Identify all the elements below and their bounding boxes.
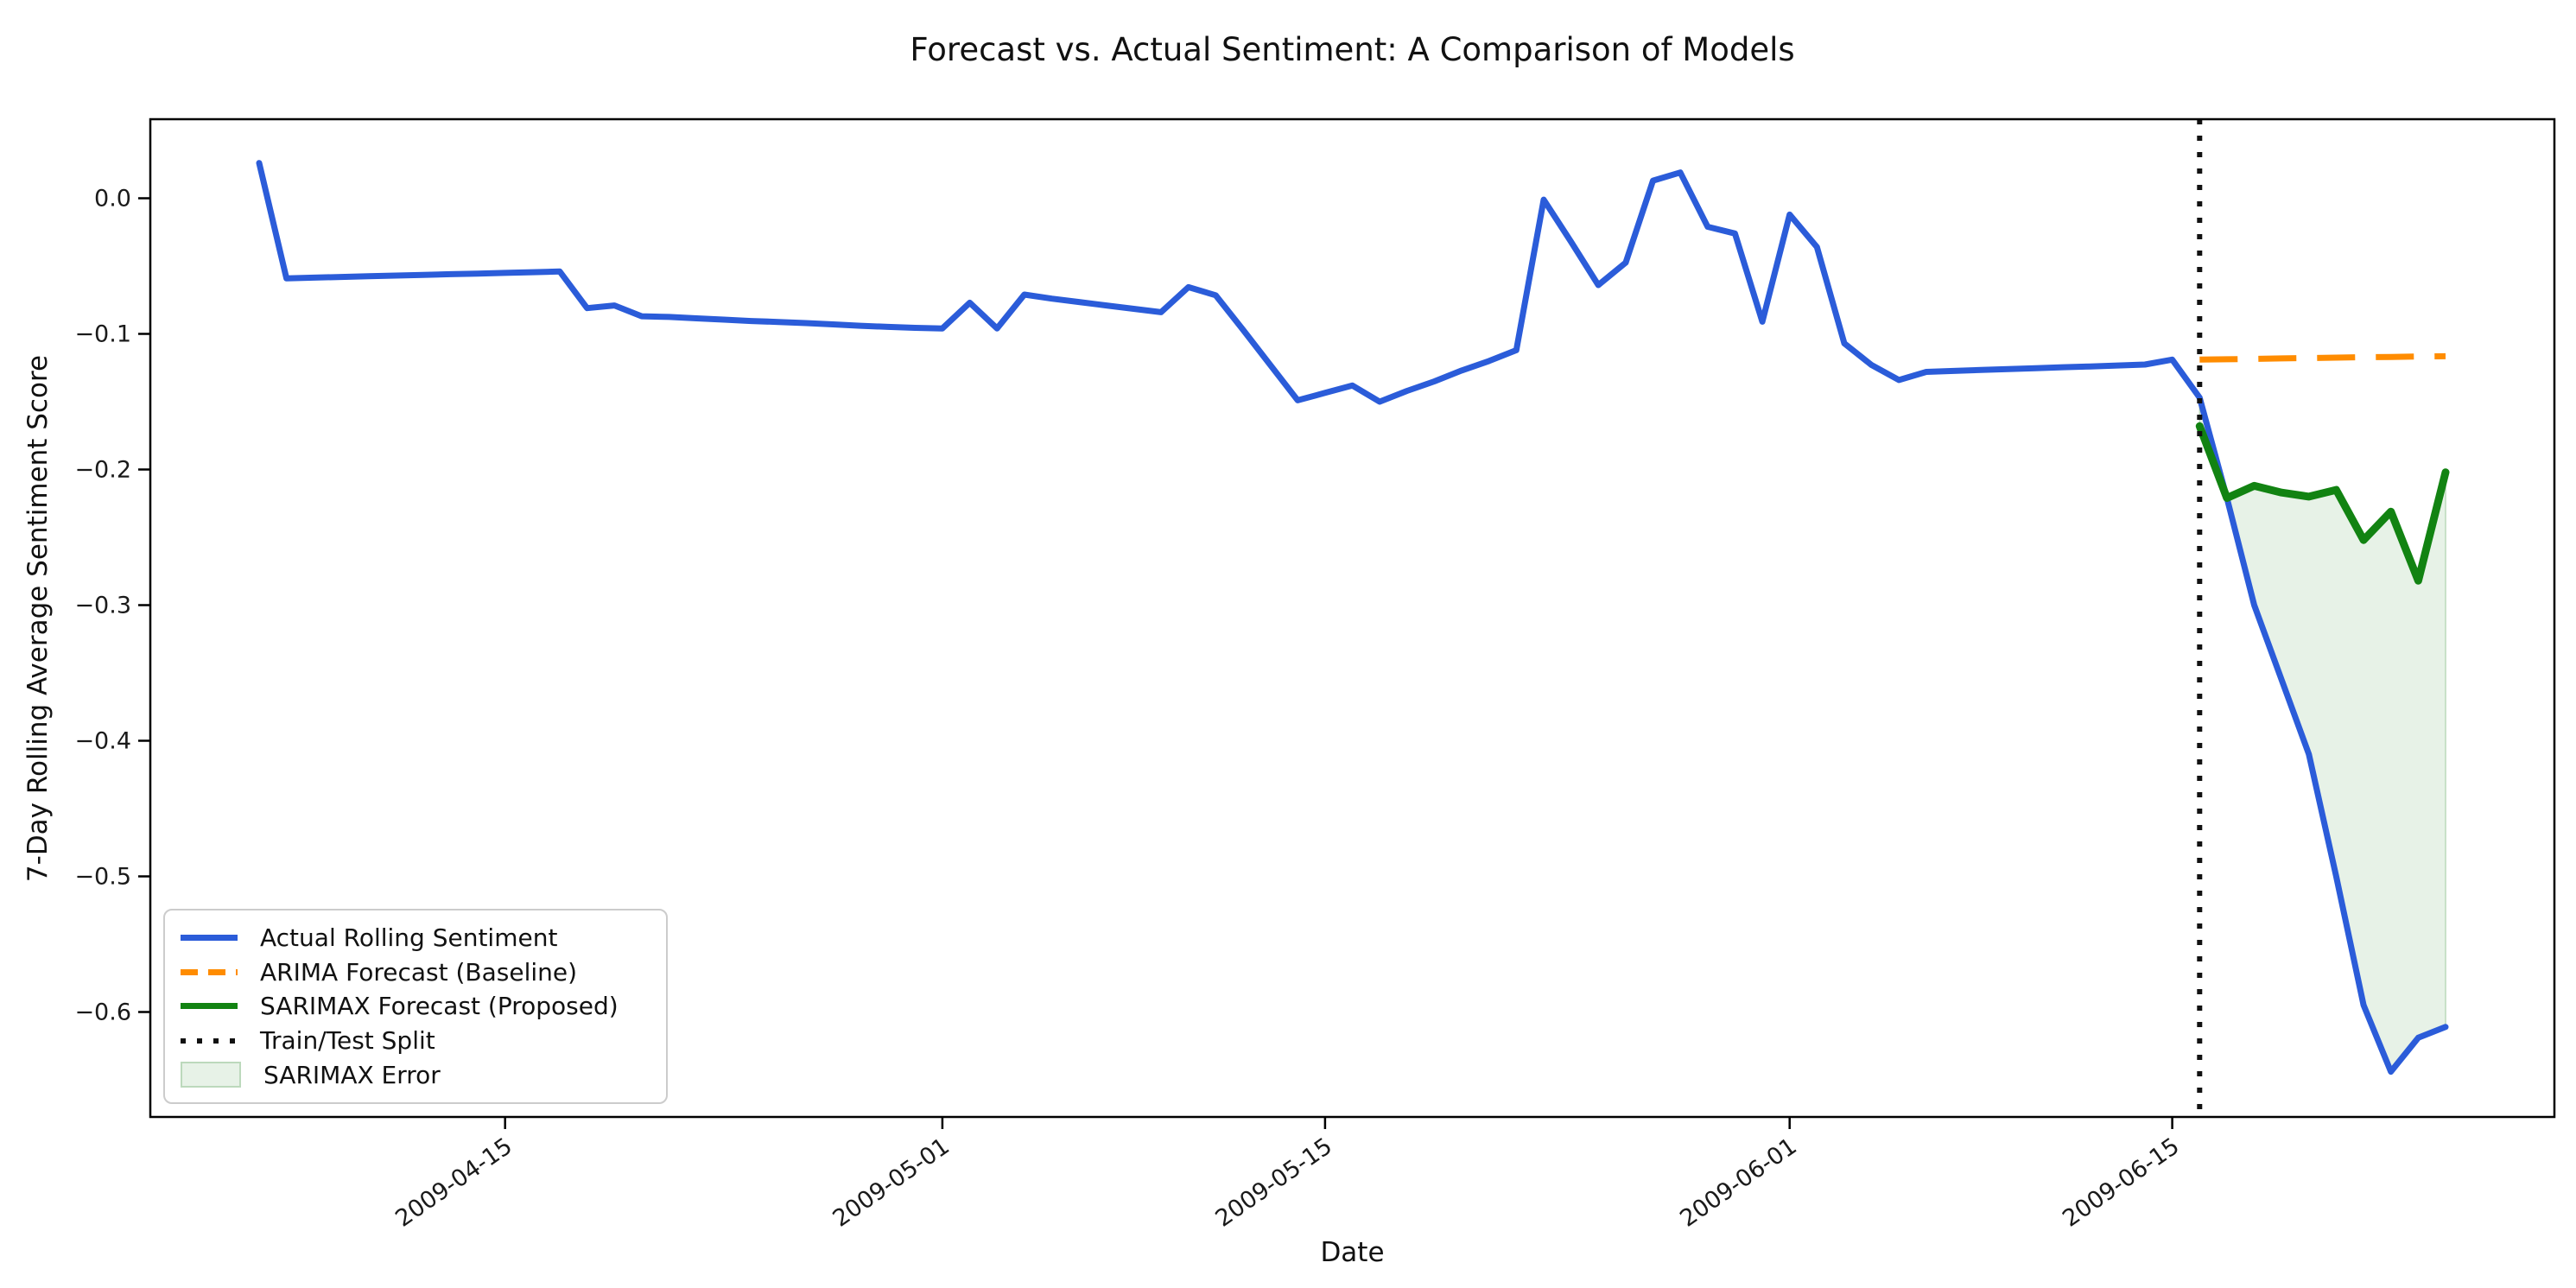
y-tick-label: −0.6 (74, 999, 131, 1026)
legend: Actual Rolling Sentiment ARIMA Forecast … (163, 909, 668, 1104)
legend-label: ARIMA Forecast (Baseline) (260, 957, 578, 987)
x-tick-label: 2009-04-15 (390, 1133, 517, 1232)
legend-swatch-sarimax-line (181, 1003, 238, 1010)
legend-swatch-split-dotted (181, 1037, 238, 1044)
y-tick-label: −0.1 (74, 321, 131, 348)
legend-swatch-error-patch (181, 1062, 241, 1088)
legend-item-actual: Actual Rolling Sentiment (181, 921, 650, 955)
legend-label: Actual Rolling Sentiment (260, 923, 558, 953)
chart-title: Forecast vs. Actual Sentiment: A Compari… (910, 31, 1795, 68)
y-tick-label: −0.4 (74, 728, 131, 755)
actual-sentiment-line (256, 160, 2449, 1075)
y-tick-label: 0.0 (94, 186, 131, 213)
x-tick-label: 2009-05-01 (828, 1133, 955, 1232)
x-tick-label: 2009-06-15 (2058, 1133, 2184, 1232)
legend-label: SARIMAX Error (263, 1060, 441, 1089)
y-tick-label: −0.3 (74, 593, 131, 619)
legend-item-error: SARIMAX Error (181, 1057, 650, 1092)
legend-item-sarimax: SARIMAX Forecast (Proposed) (181, 989, 650, 1024)
legend-item-arima: ARIMA Forecast (Baseline) (181, 955, 650, 990)
x-tick-label: 2009-05-15 (1211, 1133, 1337, 1232)
legend-swatch-arima-dash (181, 968, 238, 975)
legend-item-split: Train/Test Split (181, 1024, 650, 1058)
y-tick-label: −0.5 (74, 864, 131, 891)
plot-border (149, 117, 2556, 1119)
y-tick-label: −0.2 (74, 457, 131, 484)
legend-label: SARIMAX Forecast (Proposed) (260, 992, 619, 1021)
sarimax-forecast-line (2195, 422, 2450, 585)
y-axis-label: 7-Day Rolling Average Sentiment Score (22, 354, 54, 883)
x-axis-label: Date (1320, 1237, 1385, 1268)
x-tick-label: 2009-06-01 (1675, 1133, 1801, 1232)
error-band (2198, 397, 2446, 1074)
legend-swatch-actual-line (181, 935, 238, 942)
arima-forecast-line (2199, 352, 2446, 363)
legend-label: Train/Test Split (260, 1026, 435, 1056)
